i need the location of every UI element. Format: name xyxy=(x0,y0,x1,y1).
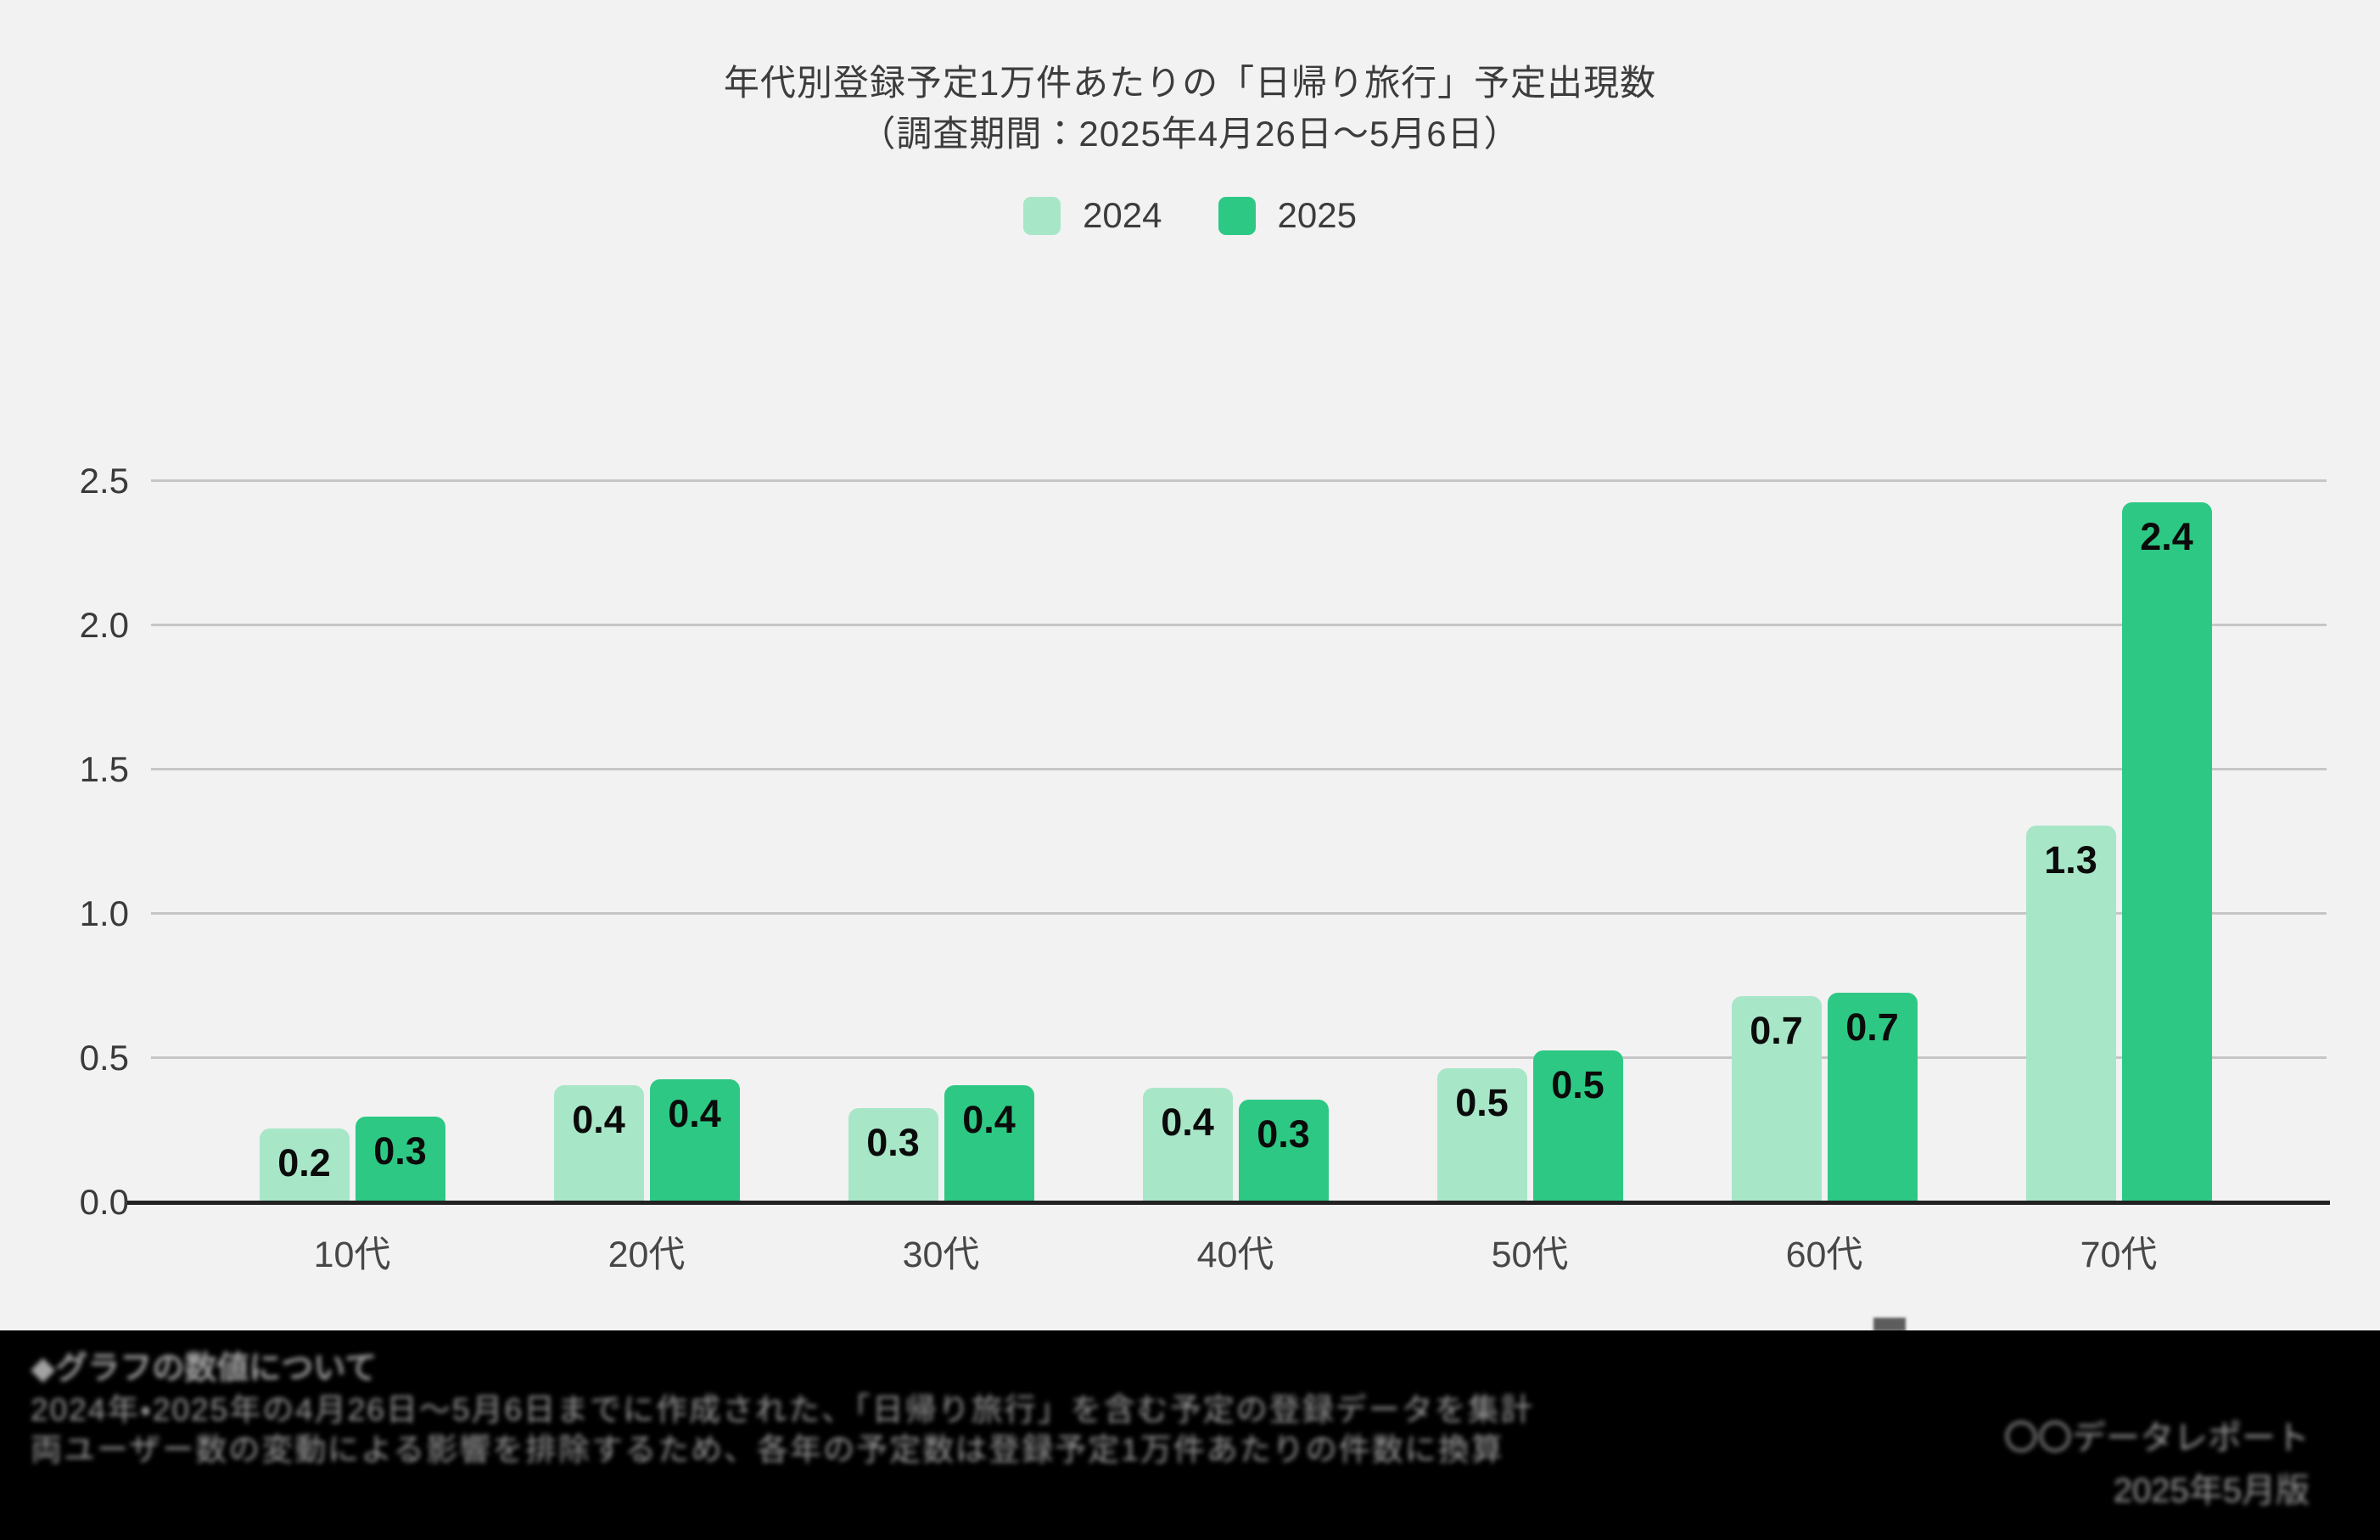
legend-label: 2025 xyxy=(1277,195,1357,235)
y-axis-tick-label: 2.0 xyxy=(79,605,129,645)
y-axis-tick-label: 1.0 xyxy=(79,893,129,933)
y-axis-tick-label: 1.5 xyxy=(79,749,129,789)
gridline xyxy=(151,479,2327,482)
footer-notes: ◆グラフの数値について 2024年・2025年の4月26日〜5月6日までに作成さ… xyxy=(31,1347,1534,1470)
legend-item-2025: 2025 xyxy=(1218,195,1357,236)
bar-value-label: 0.4 xyxy=(572,1098,625,1141)
footer-note-line: 両ユーザー数の変動による影響を排除するため、各年の予定数は登録予定1万件あたりの… xyxy=(31,1432,1504,1467)
legend-label: 2024 xyxy=(1083,195,1162,235)
bar-2024-70代: 1.3 xyxy=(2025,826,2116,1201)
bar-2024-20代: 0.4 xyxy=(553,1085,644,1201)
bar-value-label: 1.3 xyxy=(2044,838,2097,882)
bar-value-label: 0.2 xyxy=(277,1141,331,1184)
footer-note-line: 2024年・2025年の4月26日〜5月6日までに作成された、「日帰り旅行」を含… xyxy=(31,1392,1534,1427)
bar-2025-40代: 0.3 xyxy=(1238,1100,1329,1201)
bar-2025-20代: 0.4 xyxy=(649,1079,740,1201)
y-axis-tick-label: 0.5 xyxy=(79,1038,129,1078)
bar-2025-10代: 0.3 xyxy=(355,1117,445,1201)
bar-value-label: 0.4 xyxy=(962,1098,1016,1141)
bar-value-label: 0.5 xyxy=(1455,1081,1509,1124)
footer-note-bar: ◆グラフの数値について 2024年・2025年の4月26日〜5月6日までに作成さ… xyxy=(0,1330,2380,1540)
x-axis-category-label: 30代 xyxy=(902,1235,980,1275)
bar-value-label: 0.4 xyxy=(1161,1100,1214,1144)
bar-2025-30代: 0.4 xyxy=(944,1085,1034,1201)
y-axis-tick-label: 2.5 xyxy=(79,461,129,501)
x-axis-category-label: 20代 xyxy=(608,1235,686,1275)
x-axis-category-label: 50代 xyxy=(1491,1235,1569,1275)
chart-title: 年代別登録予定1万件あたりの「日帰り旅行」予定出現数 （調査期間：2025年4月… xyxy=(0,58,2380,160)
bar-value-label: 0.7 xyxy=(1750,1009,1803,1052)
x-axis-line xyxy=(127,1201,2330,1205)
bar-2024-50代: 0.5 xyxy=(1436,1068,1527,1201)
gridline xyxy=(151,768,2327,770)
y-axis-tick-label: 0.0 xyxy=(79,1182,129,1222)
gridline xyxy=(151,624,2327,626)
bar-value-label: 2.4 xyxy=(2140,515,2193,558)
x-axis-category-label: 10代 xyxy=(313,1235,391,1275)
bar-2024-30代: 0.3 xyxy=(848,1108,938,1201)
bar-value-label: 0.4 xyxy=(668,1092,721,1135)
legend-swatch-icon xyxy=(1023,196,1061,235)
chart-title-line2: （調査期間：2025年4月26日〜5月6日） xyxy=(860,114,1520,154)
legend-swatch-icon xyxy=(1218,196,1256,235)
bar-2024-60代: 0.7 xyxy=(1731,996,1822,1201)
footer-note-heading: ◆グラフの数値について xyxy=(31,1351,378,1386)
gridline xyxy=(151,912,2327,915)
x-axis-category-label: 40代 xyxy=(1196,1235,1274,1275)
bar-2025-70代: 2.4 xyxy=(2121,502,2212,1201)
footer-credit: 〇〇データレポート 2025年5月版 xyxy=(2004,1412,2310,1517)
x-axis-category-label: 60代 xyxy=(1785,1235,1863,1275)
gridline xyxy=(151,1056,2327,1059)
bar-2024-10代: 0.2 xyxy=(259,1128,350,1201)
bar-2024-40代: 0.4 xyxy=(1142,1088,1233,1201)
obfuscation-artifact xyxy=(1873,1318,1906,1331)
bar-value-label: 0.5 xyxy=(1551,1063,1604,1106)
bar-value-label: 0.3 xyxy=(373,1129,427,1173)
legend-item-2024: 2024 xyxy=(1023,195,1162,236)
bar-2025-50代: 0.5 xyxy=(1532,1050,1623,1201)
bar-2025-60代: 0.7 xyxy=(1827,993,1918,1201)
chart-title-line1: 年代別登録予定1万件あたりの「日帰り旅行」予定出現数 xyxy=(723,63,1657,103)
footer-credit-edition: 2025年5月版 xyxy=(2113,1472,2310,1509)
bar-value-label: 0.7 xyxy=(1845,1005,1899,1049)
bar-value-label: 0.3 xyxy=(1257,1112,1310,1156)
footer-credit-source: 〇〇データレポート xyxy=(2004,1420,2310,1457)
legend: 2024 2025 xyxy=(0,195,2380,236)
x-axis-category-label: 70代 xyxy=(2080,1235,2158,1275)
bar-value-label: 0.3 xyxy=(866,1121,920,1164)
